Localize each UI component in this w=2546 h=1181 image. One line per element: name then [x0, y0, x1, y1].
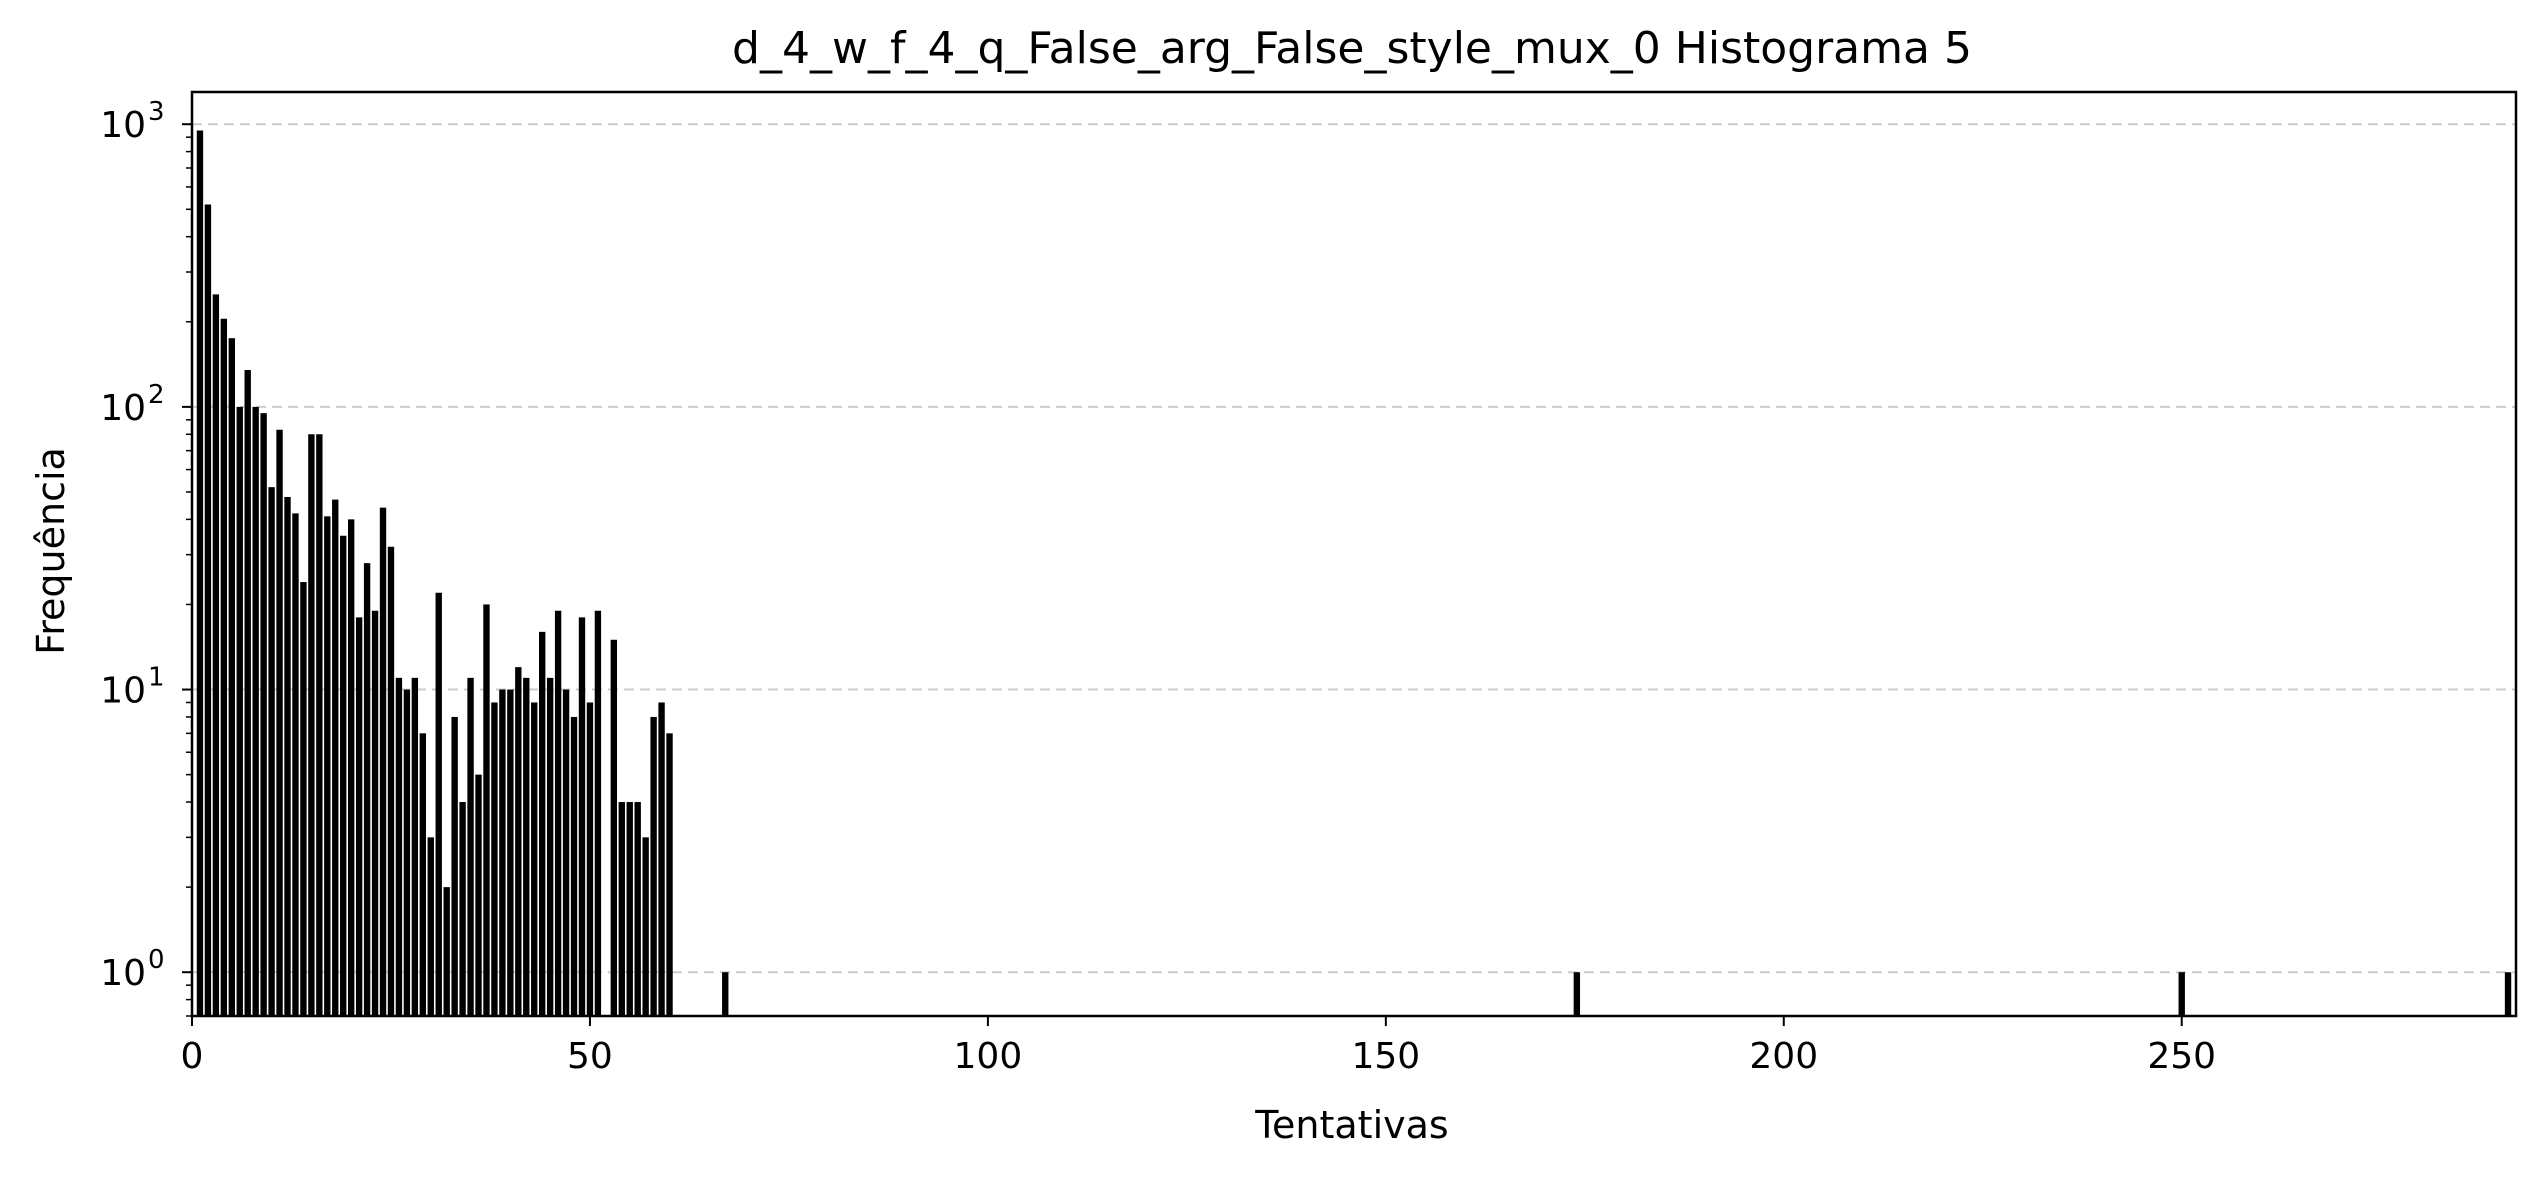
histogram-bar — [236, 406, 243, 1016]
histogram-bar — [515, 667, 522, 1016]
histogram-bar — [324, 516, 331, 1016]
histogram-bar — [387, 546, 395, 1016]
y-tick-exponent: 1 — [148, 663, 165, 693]
histogram-bar — [196, 130, 204, 1016]
histogram-bar — [626, 802, 633, 1016]
histogram-bar — [554, 610, 562, 1016]
bars — [196, 130, 2512, 1017]
y-tick-label: 10 — [100, 671, 146, 712]
histogram-bar — [2504, 972, 2512, 1016]
y-tick-label: 10 — [100, 388, 146, 429]
histogram-bar — [276, 429, 283, 1016]
histogram-bar — [292, 513, 299, 1016]
histogram-bar — [212, 294, 220, 1016]
histogram-bar — [260, 413, 267, 1016]
histogram-bar — [419, 733, 426, 1016]
y-tick-exponent: 0 — [148, 945, 165, 975]
histogram-bar — [403, 689, 411, 1016]
histogram-bar — [618, 802, 625, 1016]
x-axis-label: Tentativas — [1254, 1103, 1448, 1147]
histogram-bar — [371, 610, 379, 1016]
histogram-bar — [363, 563, 371, 1016]
histogram-bar — [586, 702, 594, 1016]
histogram-bar — [531, 702, 538, 1016]
y-tick-exponent: 2 — [148, 380, 165, 410]
histogram-bar — [204, 204, 212, 1016]
x-tick-label: 50 — [567, 1036, 613, 1077]
histogram-bar — [666, 733, 673, 1016]
histogram-bar — [650, 716, 657, 1016]
histogram-bar — [642, 837, 649, 1016]
histogram-bar — [228, 338, 235, 1016]
x-tick-label: 100 — [954, 1036, 1023, 1077]
y-tick-label: 10 — [100, 953, 146, 994]
histogram-bar — [316, 434, 323, 1016]
chart-title: d_4_w_f_4_q_False_arg_False_style_mux_0 … — [732, 23, 1972, 74]
histogram-bar — [594, 610, 602, 1016]
histogram-bar — [2178, 972, 2185, 1016]
histogram-bar — [435, 592, 442, 1016]
histogram-bar — [483, 604, 490, 1016]
histogram-bar — [570, 716, 578, 1016]
histogram-bar — [340, 535, 347, 1016]
histogram-bar — [443, 887, 450, 1016]
histogram-bar — [475, 774, 482, 1016]
histogram-bar — [491, 702, 498, 1016]
histogram-bar — [308, 434, 315, 1016]
histogram-bar — [379, 507, 387, 1016]
histogram-bar — [539, 631, 546, 1016]
histogram-bar — [546, 677, 554, 1016]
histogram-bar — [252, 406, 259, 1016]
histogram-bar — [634, 802, 641, 1016]
x-tick-label: 0 — [181, 1036, 204, 1077]
histogram-bar — [451, 716, 458, 1016]
histogram-bar — [395, 677, 403, 1016]
histogram-bar — [658, 702, 665, 1016]
histogram-bar — [459, 802, 466, 1016]
plot-frame — [190, 90, 2518, 1018]
histogram-bar — [427, 837, 434, 1016]
histogram-bar — [562, 689, 570, 1016]
histogram-bar — [332, 499, 339, 1017]
histogram-bar — [499, 689, 506, 1016]
histogram-bar — [244, 370, 251, 1017]
histogram-bar — [347, 519, 355, 1016]
histogram-bar — [467, 677, 474, 1016]
x-tick-label: 150 — [1351, 1036, 1420, 1077]
histogram-bar — [722, 972, 729, 1016]
histogram-bar — [284, 496, 291, 1016]
y-axis-label: Frequência — [29, 447, 73, 655]
histogram-bar — [507, 689, 514, 1016]
x-tick-label: 250 — [2147, 1036, 2216, 1077]
x-tick-label: 200 — [1749, 1036, 1818, 1077]
histogram-bar — [578, 617, 586, 1016]
histogram-bar — [220, 318, 228, 1016]
y-tick-label: 10 — [100, 105, 146, 146]
histogram-bar — [523, 677, 530, 1016]
histogram-bar — [411, 677, 419, 1016]
histogram-bar — [300, 582, 307, 1016]
histogram-bar — [1573, 972, 1581, 1016]
histogram-bar — [610, 639, 618, 1016]
histogram-bar — [268, 487, 275, 1016]
histogram-bar — [355, 617, 363, 1016]
y-tick-exponent: 3 — [148, 97, 165, 127]
